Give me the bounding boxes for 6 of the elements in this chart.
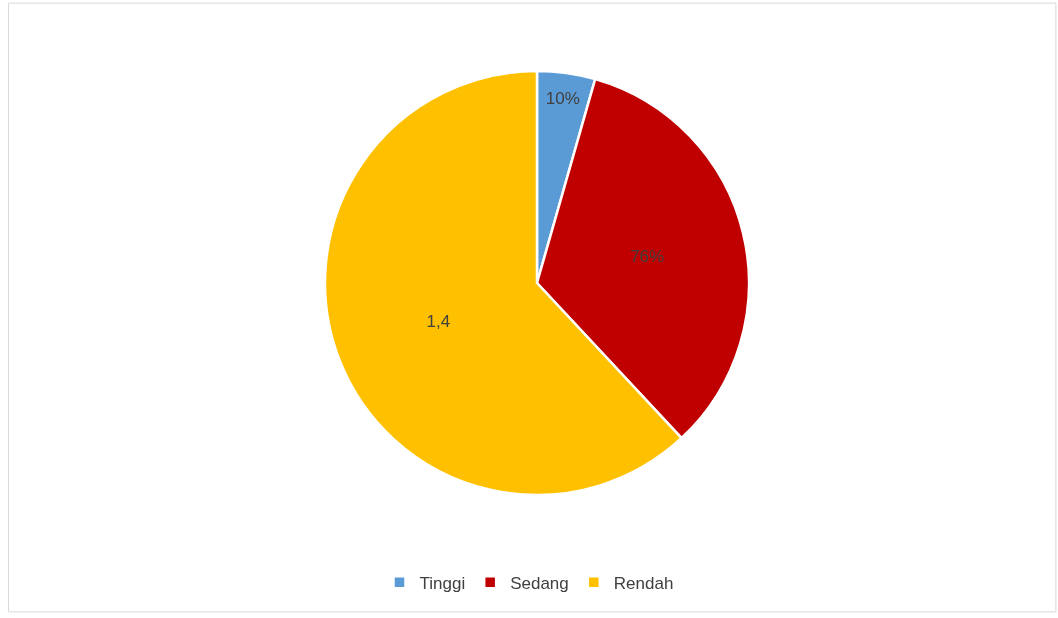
- legend-label: Sedang: [510, 573, 569, 593]
- legend-label: Tinggi: [419, 573, 466, 593]
- data-label: 76%: [630, 246, 665, 266]
- legend-label: Rendah: [613, 573, 674, 593]
- data-label: 10%: [545, 89, 580, 109]
- data-label: 1,4: [426, 312, 451, 332]
